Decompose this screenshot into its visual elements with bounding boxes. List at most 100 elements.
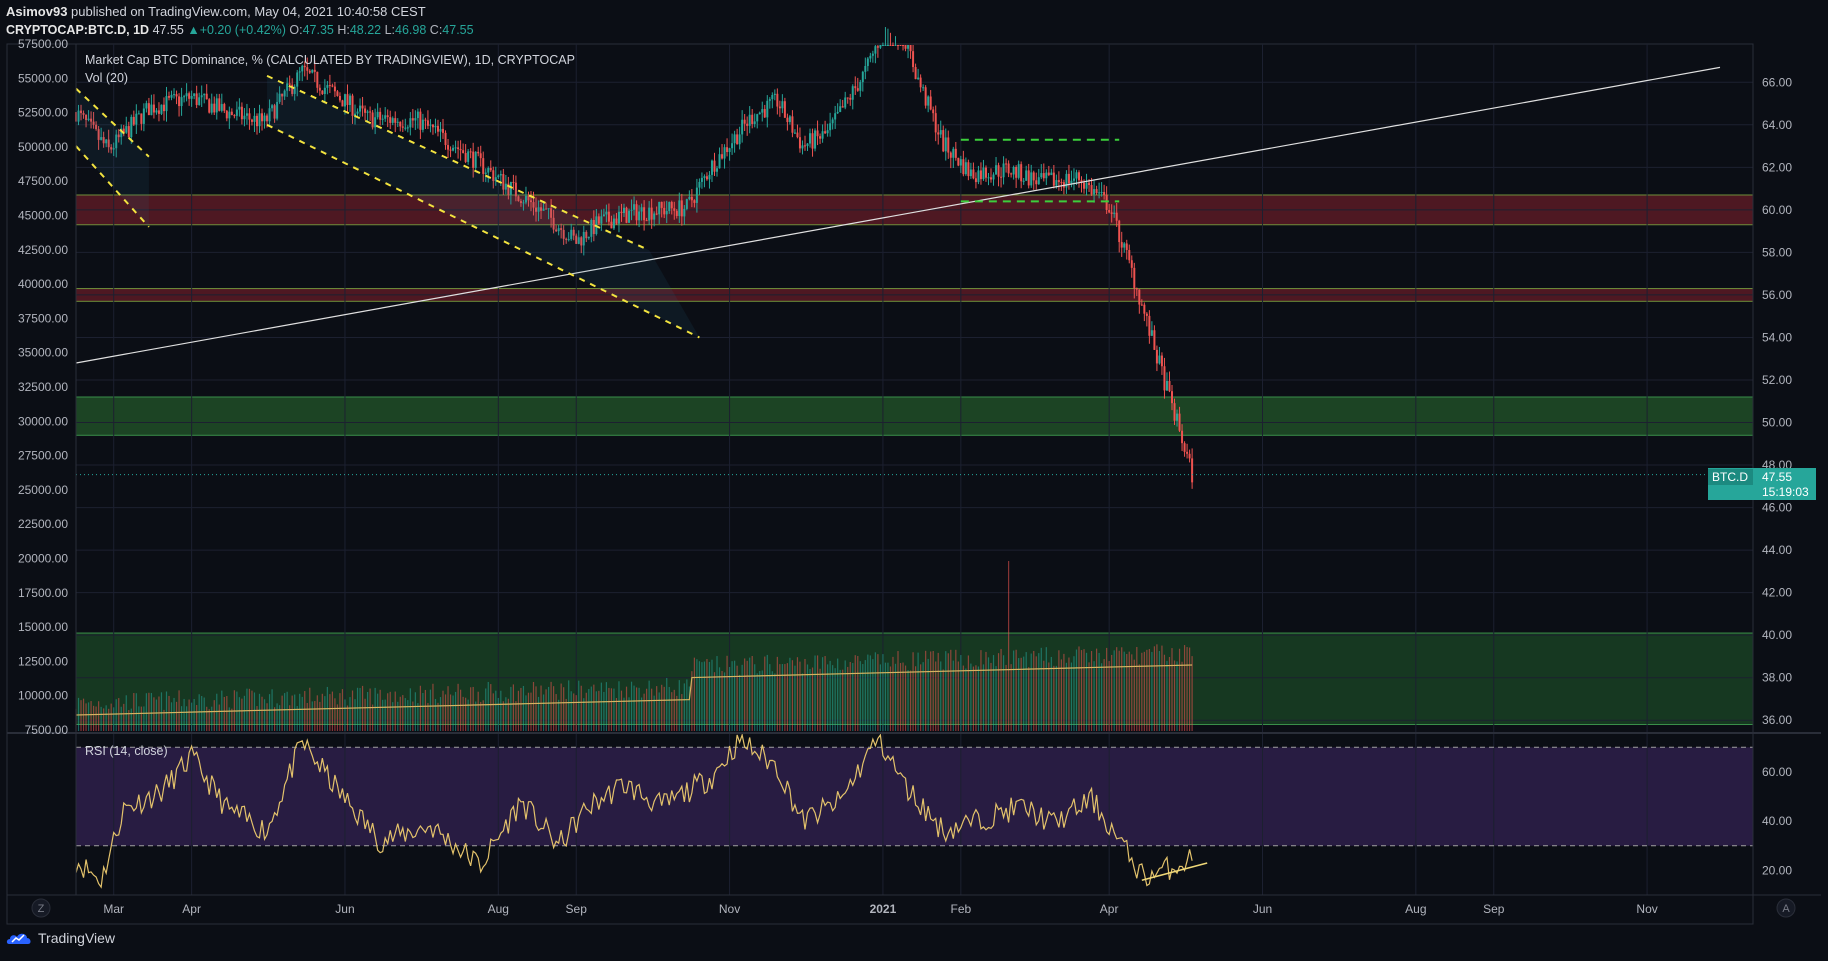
candle-body-up[interactable] — [414, 118, 417, 121]
candle-body-down[interactable] — [1032, 172, 1035, 181]
candle-body-up[interactable] — [733, 134, 736, 144]
candle-body-up[interactable] — [731, 143, 734, 149]
candle-body-down[interactable] — [1188, 453, 1191, 459]
candle-body-down[interactable] — [175, 94, 178, 97]
candle-body-down[interactable] — [213, 103, 216, 113]
candle-body-down[interactable] — [1090, 185, 1093, 195]
candle-body-down[interactable] — [1108, 209, 1111, 213]
candle-body-up[interactable] — [524, 195, 527, 203]
publisher-name[interactable]: Asimov93 — [6, 4, 68, 19]
candle-body-down[interactable] — [318, 87, 321, 91]
rsi-layer[interactable] — [75, 732, 1753, 889]
candle-body-down[interactable] — [776, 93, 779, 107]
candle-body-up[interactable] — [907, 45, 910, 49]
candle-body-down[interactable] — [1128, 249, 1131, 261]
candle-body-down[interactable] — [1088, 182, 1091, 186]
candle-body-down[interactable] — [1178, 413, 1181, 431]
candle-body-down[interactable] — [449, 149, 452, 151]
candle-body-down[interactable] — [102, 137, 105, 144]
candle-body-down[interactable] — [1191, 458, 1194, 483]
candle-body-up[interactable] — [886, 45, 889, 46]
candle-body-up[interactable] — [235, 109, 238, 116]
candle-body-down[interactable] — [338, 95, 341, 101]
chart-legend-title[interactable]: Market Cap BTC Dominance, % (CALCULATED … — [85, 53, 575, 67]
candle-body-down[interactable] — [361, 105, 364, 109]
candle-body-down[interactable] — [585, 231, 588, 239]
candle-body-up[interactable] — [258, 113, 261, 127]
candle-body-down[interactable] — [1105, 194, 1108, 210]
candle-body-up[interactable] — [396, 121, 399, 123]
candle-body-down[interactable] — [266, 115, 269, 122]
rsi-legend[interactable]: RSI (14, close) — [85, 744, 168, 758]
candle-body-down[interactable] — [90, 118, 93, 122]
candle-body-down[interactable] — [1145, 313, 1148, 316]
candle-body-up[interactable] — [87, 118, 90, 121]
candle-body-down[interactable] — [1035, 180, 1038, 185]
candle-body-up[interactable] — [738, 134, 741, 145]
candle-body-down[interactable] — [436, 125, 439, 132]
candle-body-up[interactable] — [504, 183, 507, 190]
candle-body-up[interactable] — [439, 128, 442, 132]
candle-body-down[interactable] — [778, 106, 781, 109]
candle-body-down[interactable] — [1000, 176, 1003, 178]
candle-body-down[interactable] — [477, 151, 480, 154]
candle-body-down[interactable] — [1005, 163, 1008, 165]
candle-body-up[interactable] — [220, 104, 223, 111]
candle-body-down[interactable] — [250, 119, 253, 122]
candle-body-down[interactable] — [321, 90, 324, 94]
candle-body-down[interactable] — [856, 88, 859, 91]
candle-body-down[interactable] — [751, 114, 754, 124]
candle-body-down[interactable] — [306, 67, 309, 71]
candle-body-down[interactable] — [346, 94, 349, 105]
candle-body-down[interactable] — [1110, 212, 1113, 214]
candle-body-up[interactable] — [582, 231, 585, 246]
candle-body-down[interactable] — [592, 219, 595, 235]
candle-body-up[interactable] — [484, 172, 487, 174]
candle-body-up[interactable] — [716, 168, 719, 172]
candle-body-up[interactable] — [567, 239, 570, 241]
candle-body-down[interactable] — [693, 200, 696, 203]
candle-body-up[interactable] — [509, 181, 512, 195]
candle-body-down[interactable] — [147, 103, 150, 116]
candle-body-down[interactable] — [331, 85, 334, 87]
candle-body-up[interactable] — [557, 228, 560, 232]
candle-body-up[interactable] — [77, 110, 80, 122]
candle-body-up[interactable] — [1100, 192, 1103, 194]
candle-body-down[interactable] — [369, 111, 372, 113]
candle-body-up[interactable] — [809, 133, 812, 144]
candle-body-down[interactable] — [442, 128, 445, 133]
candle-body-down[interactable] — [514, 182, 517, 197]
candle-body-down[interactable] — [110, 147, 113, 150]
candle-body-up[interactable] — [210, 103, 213, 113]
candle-body-up[interactable] — [881, 45, 884, 46]
candle-body-down[interactable] — [457, 147, 460, 150]
candle-body-up[interactable] — [927, 96, 930, 106]
candle-body-up[interactable] — [1025, 170, 1028, 181]
candle-body-up[interactable] — [243, 115, 246, 120]
candle-body-down[interactable] — [1135, 288, 1138, 290]
candle-body-up[interactable] — [640, 207, 643, 212]
candle-body-up[interactable] — [454, 147, 457, 149]
candle-body-up[interactable] — [1176, 413, 1179, 421]
candle-body-up[interactable] — [653, 213, 656, 220]
candle-body-down[interactable] — [1027, 170, 1030, 186]
candle-body-up[interactable] — [648, 207, 651, 221]
candle-body-up[interactable] — [969, 169, 972, 177]
candle-body-down[interactable] — [394, 118, 397, 123]
candle-body-up[interactable] — [761, 109, 764, 113]
candle-body-down[interactable] — [1060, 182, 1063, 184]
candle-body-down[interactable] — [540, 207, 543, 211]
candle-body-down[interactable] — [519, 201, 522, 203]
rsi-divergence-line[interactable] — [1141, 862, 1208, 881]
candle-body-up[interactable] — [728, 148, 731, 153]
candle-body-up[interactable] — [142, 108, 145, 124]
candle-body-down[interactable] — [673, 208, 676, 211]
channel-upper-line[interactable] — [266, 74, 650, 252]
candle-body-down[interactable] — [1140, 304, 1143, 306]
candle-body-down[interactable] — [328, 85, 331, 87]
candle-body-down[interactable] — [303, 65, 306, 68]
candle-body-up[interactable] — [741, 119, 744, 135]
candle-body-up[interactable] — [869, 55, 872, 59]
candle-body-down[interactable] — [1020, 164, 1023, 182]
scale-auto-button[interactable]: A — [1776, 898, 1796, 918]
